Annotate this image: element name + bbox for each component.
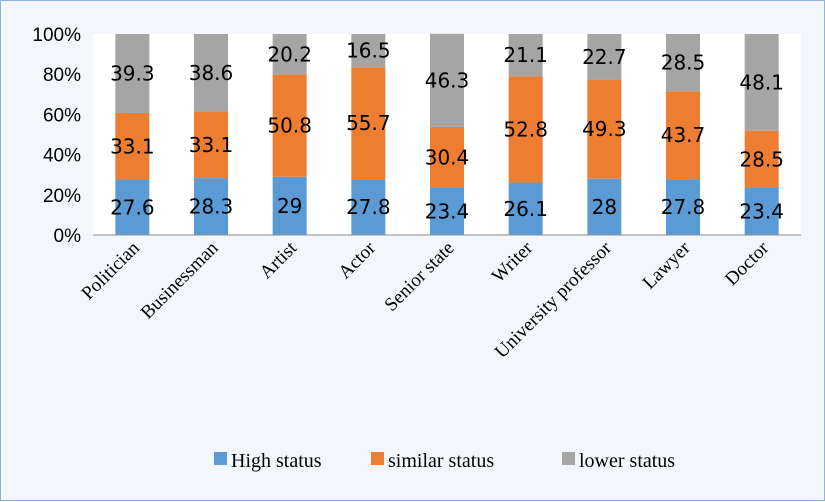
data-label: 50.8 (267, 114, 312, 138)
data-label: 55.7 (346, 111, 391, 135)
bar-high-status (508, 182, 543, 235)
legend-label: lower status (579, 450, 675, 472)
category-label: Politician (78, 237, 145, 304)
bar-lower-status (351, 34, 386, 68)
bar-high-status (430, 187, 464, 235)
data-label: 43.7 (661, 123, 706, 147)
category-label: Senior state (381, 238, 459, 316)
data-label: 49.3 (582, 117, 627, 141)
category-label: Writer (488, 237, 538, 287)
bar-similar-status (272, 74, 307, 177)
data-label: 27.8 (661, 195, 706, 219)
bar-lower-status (430, 33, 464, 127)
legend-label: High status (231, 450, 322, 472)
data-label: 28.3 (189, 195, 234, 219)
bar-similar-status (508, 76, 543, 183)
bar-lower-status (272, 34, 307, 75)
bar-high-status (587, 178, 622, 235)
data-label: 20.2 (267, 42, 312, 66)
data-label: 27.8 (346, 195, 391, 219)
data-label: 16.5 (346, 39, 391, 63)
y-tick-label: 100% (32, 25, 81, 46)
bar-similar-status (430, 126, 464, 188)
data-label: 39.3 (110, 61, 155, 85)
bar-high-status (272, 176, 307, 235)
data-label: 26.1 (503, 197, 548, 221)
y-tick-label: 0% (54, 226, 82, 247)
bar-lower-status (115, 34, 150, 113)
bar-lower-status (587, 34, 622, 80)
bar-high-status (194, 178, 228, 235)
data-label: 33.1 (110, 134, 155, 158)
bar-lower-status (744, 34, 779, 131)
bar-lower-status (666, 34, 700, 92)
legend-swatch (371, 452, 384, 465)
bar-similar-status (587, 79, 622, 179)
bar-high-status (666, 179, 700, 235)
data-label: 52.8 (503, 117, 548, 141)
legend-label: similar status (388, 450, 494, 472)
bar-high-status (115, 179, 150, 235)
bar-lower-status (194, 34, 228, 112)
y-tick-label: 20% (43, 186, 81, 207)
bar-similar-status (666, 91, 700, 180)
bar-similar-status (744, 130, 779, 188)
data-label: 38.6 (189, 61, 234, 85)
category-label: Lawyer (639, 237, 695, 293)
data-label: 27.6 (110, 195, 155, 219)
data-label: 28.5 (739, 147, 784, 171)
y-tick-label: 80% (43, 65, 81, 86)
bar-lower-status (508, 34, 543, 77)
data-label: 28.5 (661, 51, 706, 75)
data-label: 22.7 (582, 45, 627, 69)
bar-similar-status (194, 111, 228, 179)
data-label: 30.4 (425, 145, 470, 169)
data-label: 33.1 (189, 133, 234, 157)
category-label: Doctor (721, 237, 774, 290)
category-label: Businessman (137, 237, 223, 323)
data-label: 46.3 (425, 68, 470, 92)
data-label: 23.4 (739, 199, 784, 223)
bar-high-status (351, 179, 386, 235)
bar-similar-status (115, 112, 150, 180)
bar-high-status (744, 187, 779, 235)
y-tick-label: 40% (43, 146, 81, 167)
legend-swatch (562, 452, 575, 465)
data-label: 28 (592, 195, 617, 219)
y-tick-label: 60% (43, 105, 81, 126)
legend-swatch (214, 452, 227, 465)
data-label: 23.4 (425, 199, 470, 223)
category-label: Artist (256, 237, 302, 283)
data-label: 48.1 (739, 70, 784, 94)
category-label: Actor (334, 237, 380, 283)
data-label: 21.1 (503, 43, 548, 67)
bar-similar-status (351, 67, 386, 180)
data-label: 29 (277, 194, 302, 218)
